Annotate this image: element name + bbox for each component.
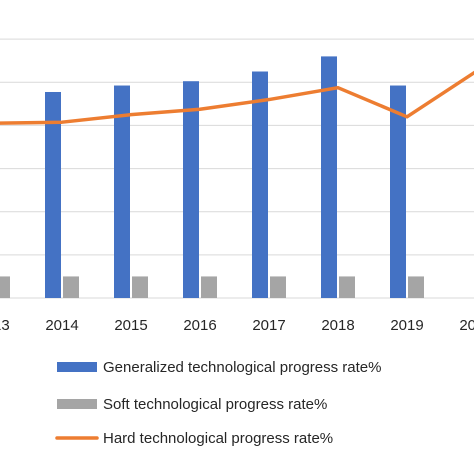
legend-label: Generalized technological progress rate% bbox=[103, 359, 382, 376]
bar bbox=[390, 85, 406, 299]
line-series bbox=[0, 70, 474, 125]
legend-swatch bbox=[57, 399, 97, 409]
x-tick-label: 2017 bbox=[252, 317, 285, 334]
x-tick-label: 2016 bbox=[183, 317, 216, 334]
bar bbox=[201, 276, 217, 298]
bar bbox=[183, 81, 199, 298]
x-tick-label: 2013 bbox=[0, 317, 10, 334]
x-tick-labels: 2013 2014 2015 2016 2017 2018 2019 2020 bbox=[0, 317, 474, 334]
bar bbox=[45, 91, 61, 298]
x-tick-label: 2020 bbox=[459, 317, 474, 334]
x-tick-label: 2015 bbox=[114, 317, 147, 334]
bar bbox=[252, 71, 268, 298]
bar bbox=[114, 85, 130, 299]
x-tick-label: 2018 bbox=[321, 317, 354, 334]
x-tick-label: 2014 bbox=[45, 317, 78, 334]
bar bbox=[408, 276, 424, 298]
x-tick-label: 2019 bbox=[390, 317, 423, 334]
bar bbox=[132, 276, 148, 298]
legend-label: Soft technological progress rate% bbox=[103, 396, 327, 413]
legend-swatch bbox=[57, 362, 97, 372]
bar bbox=[63, 276, 79, 298]
bar bbox=[339, 276, 355, 298]
bar bbox=[0, 276, 10, 298]
bar bbox=[321, 56, 337, 299]
series-line bbox=[0, 70, 474, 125]
bar bbox=[270, 276, 286, 298]
bar-marks bbox=[0, 56, 424, 299]
legend-label: Hard technological progress rate% bbox=[103, 430, 333, 447]
legend: Generalized technological progress rate%… bbox=[55, 359, 382, 447]
